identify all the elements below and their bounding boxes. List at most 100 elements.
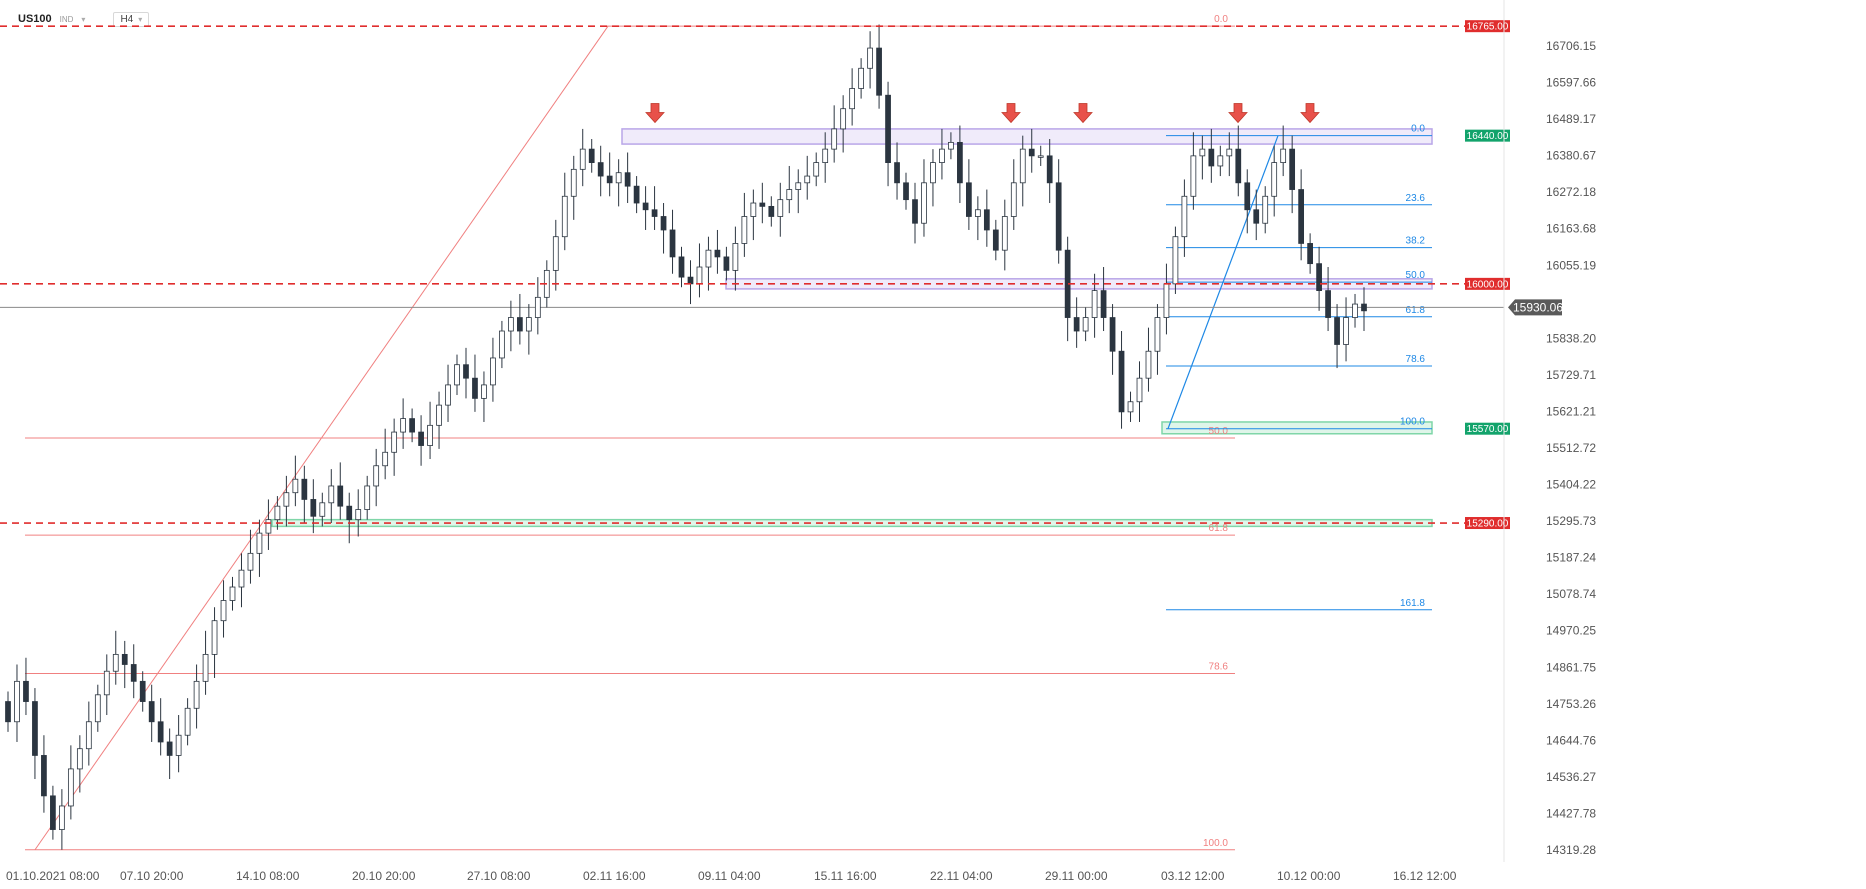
candle-body	[1253, 209, 1260, 224]
candle-body	[966, 182, 972, 217]
candle	[463, 347, 469, 399]
candle-body	[615, 172, 622, 184]
candle	[409, 408, 415, 443]
timeframe-select[interactable]: H4 ▾	[113, 11, 150, 27]
candle	[939, 128, 945, 180]
down-arrow-icon	[1001, 103, 1021, 124]
candle	[858, 58, 864, 99]
candle	[166, 728, 173, 780]
candle	[265, 499, 272, 550]
y-tick-label: 16489.17	[1546, 112, 1596, 126]
candle	[786, 165, 793, 214]
candle	[193, 664, 200, 729]
candle-body	[1235, 148, 1242, 184]
candle-body	[94, 694, 101, 723]
candle	[1334, 304, 1340, 369]
candle	[588, 139, 595, 173]
candle	[427, 401, 433, 460]
candle	[1316, 246, 1322, 311]
candle-body	[1190, 155, 1197, 197]
candle-body	[247, 552, 254, 571]
candle	[1154, 304, 1161, 375]
candle-body	[202, 653, 209, 682]
y-tick-label: 15404.22	[1546, 478, 1596, 492]
candle-body	[409, 418, 415, 433]
candle	[274, 496, 281, 530]
candle-body	[939, 148, 945, 163]
candle	[85, 701, 92, 766]
candle	[660, 203, 667, 254]
candle	[59, 789, 65, 850]
fib-red-label: 61.8	[1209, 523, 1229, 534]
candle-body	[1199, 148, 1206, 157]
candle-body	[283, 492, 290, 507]
candle-body	[1280, 148, 1287, 163]
candle	[1289, 135, 1296, 214]
candle	[238, 553, 245, 608]
down-arrow-icon	[1073, 103, 1093, 124]
candle-body	[930, 162, 936, 184]
level-price-text: 16000.00	[1467, 279, 1509, 290]
candle	[229, 576, 236, 611]
candle	[373, 448, 380, 507]
candle	[1073, 297, 1080, 348]
fib-red-label: 50.0	[1209, 426, 1229, 437]
y-tick-label: 15512.72	[1546, 441, 1596, 455]
candle-body	[903, 182, 909, 201]
candle-body	[1046, 155, 1053, 184]
candle-body	[849, 88, 856, 110]
down-arrow-icon	[1300, 103, 1320, 124]
level-price-tag	[1465, 129, 1510, 142]
axes-layer: 16706.15 16597.66 16489.17 16380.67 16272.18…	[6, 0, 1596, 883]
candle-body	[992, 229, 999, 251]
candle	[633, 176, 640, 214]
candle	[1190, 132, 1197, 210]
candle-body	[337, 485, 344, 507]
x-tick-label: 15.11 16:00	[814, 869, 877, 883]
fib-blue-label: 161.8	[1400, 598, 1425, 609]
candle-body	[508, 317, 514, 332]
candle-body	[983, 209, 990, 231]
candle	[912, 182, 918, 244]
candle	[41, 735, 47, 813]
candle	[1163, 263, 1170, 335]
candle-body	[238, 569, 245, 588]
candle	[328, 469, 335, 524]
candle	[508, 300, 514, 352]
y-tick-label: 15295.73	[1546, 514, 1596, 528]
candle	[831, 105, 838, 163]
candle-body	[1271, 162, 1278, 197]
level-price-tag	[1465, 517, 1510, 530]
candle	[418, 415, 424, 466]
candle	[759, 182, 766, 224]
candle	[391, 418, 398, 476]
candle-body	[499, 330, 505, 359]
chevron-down-icon[interactable]: ▾	[81, 14, 86, 24]
candle	[1325, 267, 1331, 332]
y-tick-label: 16706.15	[1546, 39, 1596, 53]
candle	[1028, 128, 1035, 173]
candle-body	[678, 256, 685, 278]
candle-body	[768, 205, 775, 217]
candle-body	[570, 168, 577, 197]
y-tick-label: 16055.19	[1546, 258, 1596, 272]
candle	[795, 169, 802, 214]
candle-body	[660, 216, 667, 231]
y-tick-label: 15729.71	[1546, 368, 1596, 382]
candle	[894, 142, 900, 200]
candle	[840, 95, 847, 153]
y-tick-label: 15621.21	[1546, 404, 1596, 418]
candle	[1127, 391, 1134, 422]
candle-body	[175, 734, 182, 756]
candle-body	[103, 670, 110, 696]
fib-blue-label: 23.6	[1406, 193, 1426, 204]
candle	[750, 189, 757, 241]
symbol-label[interactable]: US100	[18, 13, 52, 25]
y-tick-label: 14427.78	[1546, 806, 1596, 820]
candle-body	[454, 364, 460, 386]
candle-body	[777, 199, 784, 217]
candle	[1118, 331, 1125, 429]
candle	[903, 172, 909, 210]
candle-body	[1100, 290, 1107, 318]
